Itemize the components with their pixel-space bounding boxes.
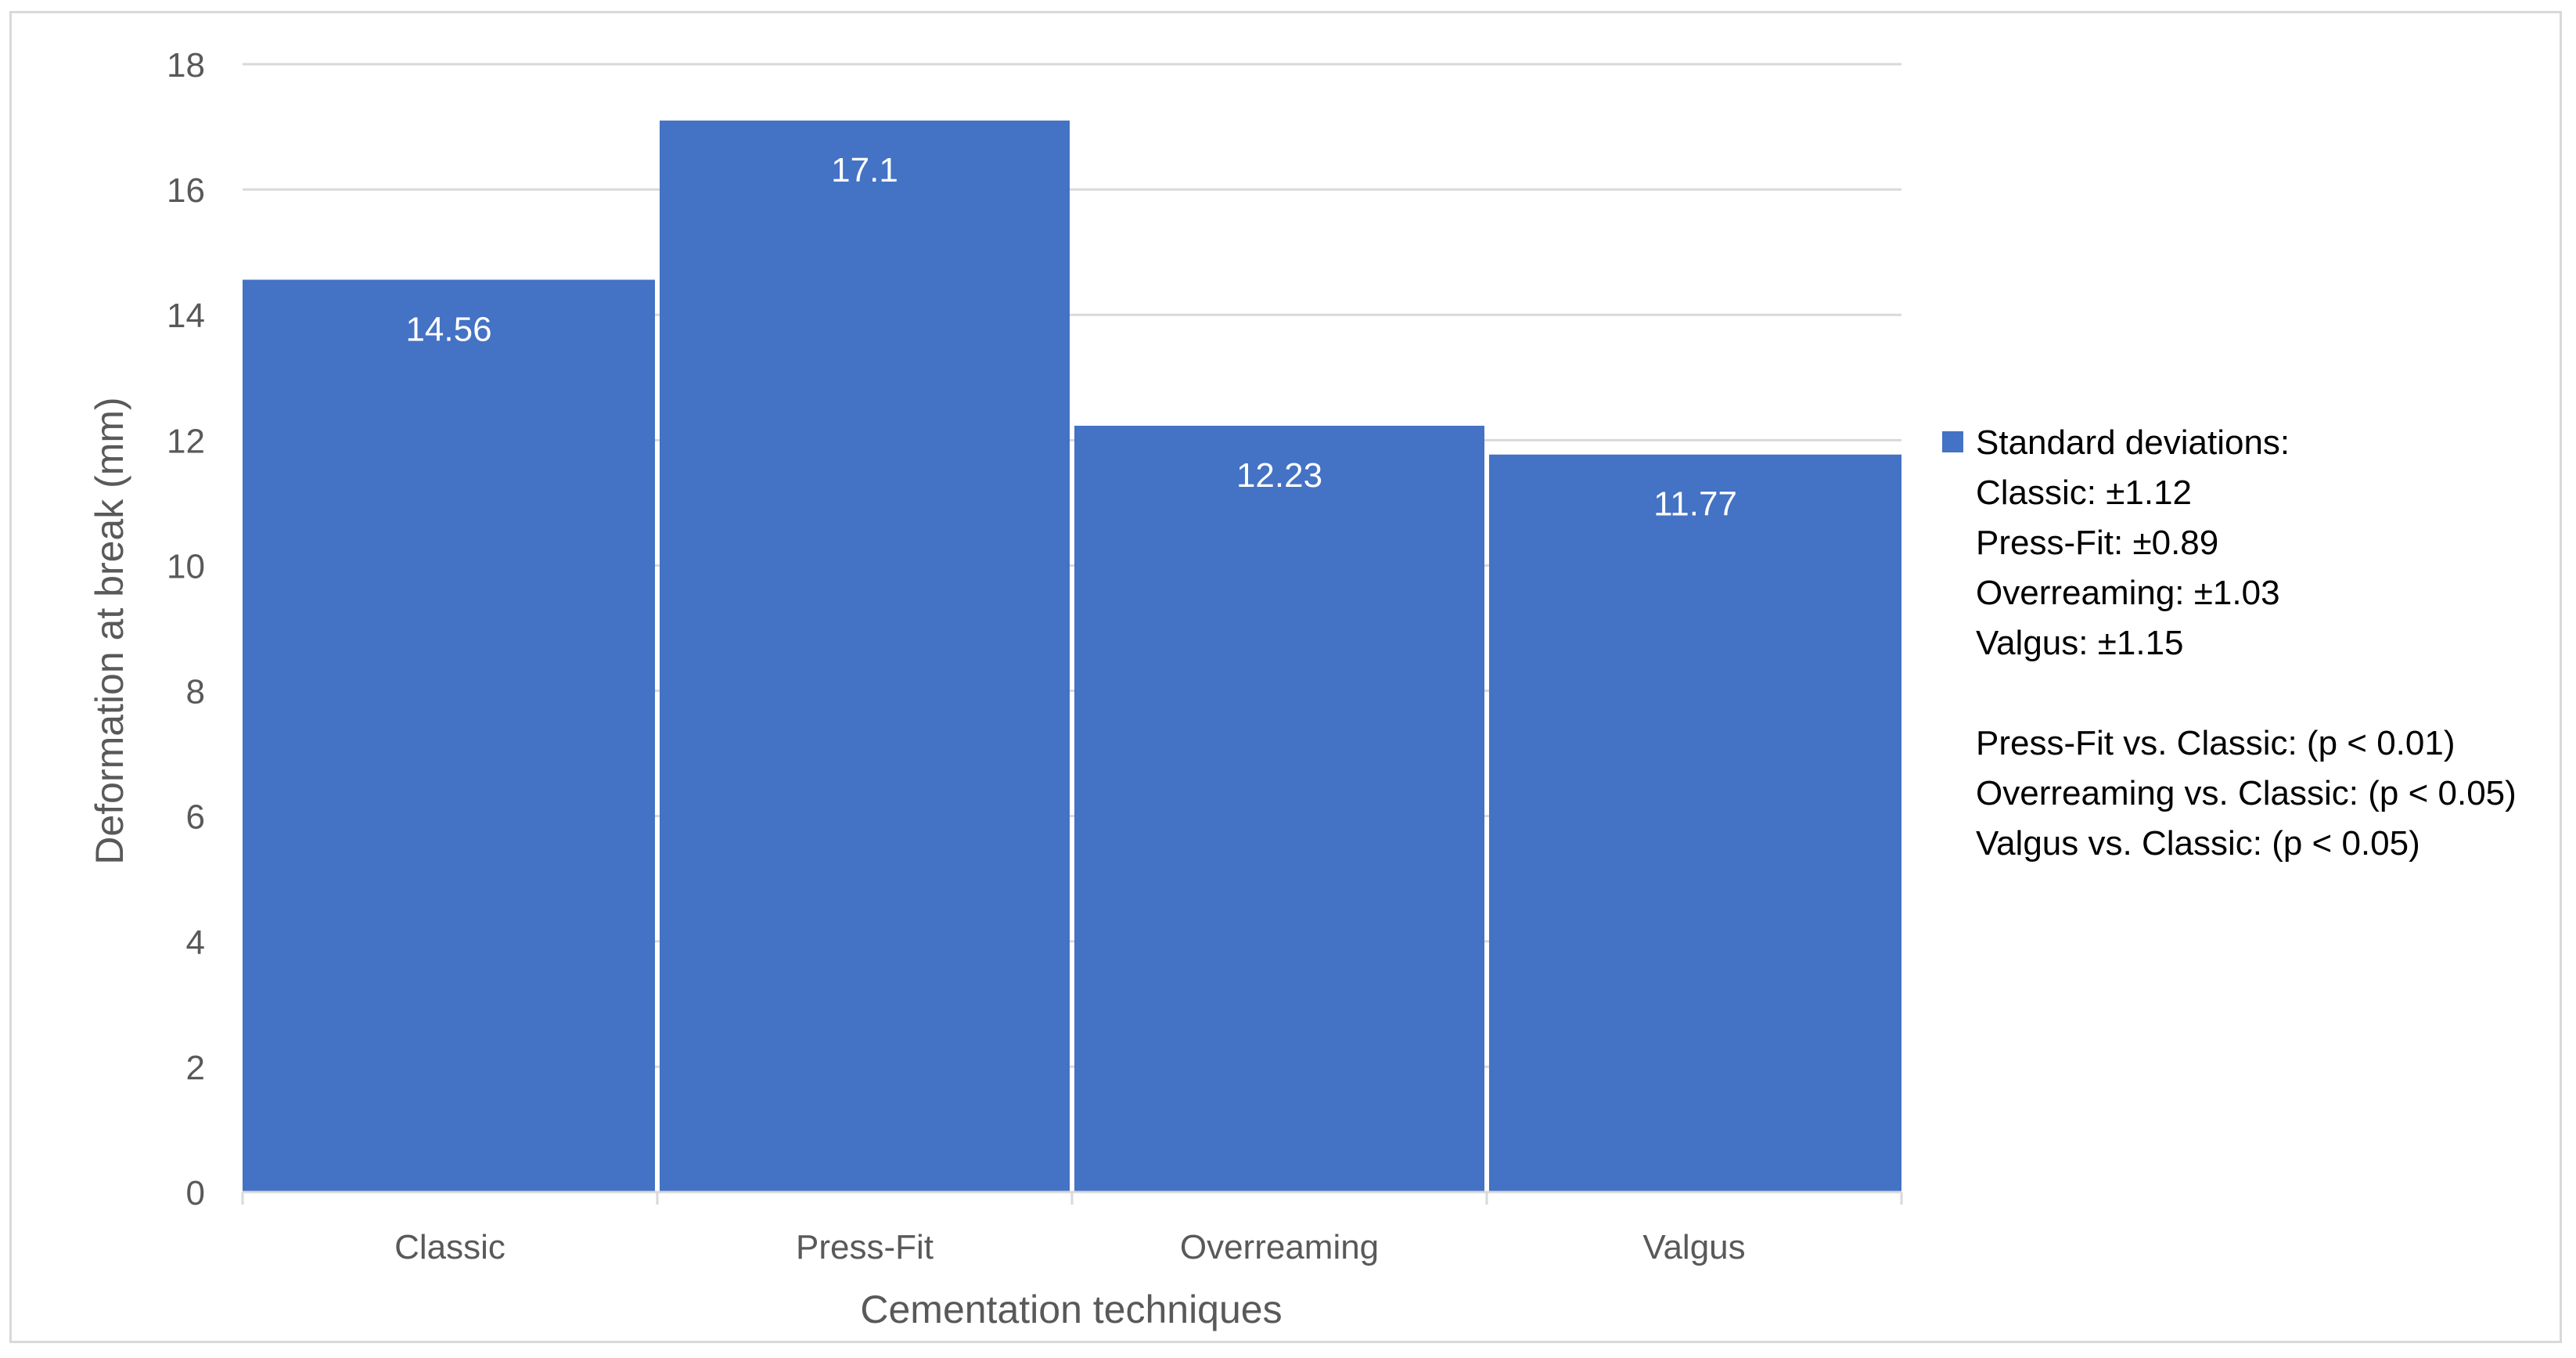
legend-line: Valgus vs. Classic: (p < 0.05) [1976, 824, 2420, 863]
data-label: 17.1 [831, 151, 898, 189]
data-label: 14.56 [405, 310, 491, 348]
x-tick-label: Classic [394, 1228, 505, 1266]
bar-classic [243, 279, 655, 1192]
legend-line: Valgus: ±1.15 [1976, 624, 2184, 662]
legend-series-name: Standard deviations: [1976, 423, 2290, 462]
y-tick-label: 4 [186, 924, 205, 962]
x-tick-label: Overreaming [1180, 1228, 1379, 1266]
axes: 0 2 4 6 8 10 12 14 16 18 Classic Press-Fit Overreami… [167, 46, 1903, 1266]
legend-line: Overreaming vs. Classic: (p < 0.05) [1976, 774, 2517, 812]
legend-line: Press-Fit: ±0.89 [1976, 524, 2218, 562]
legend-swatch [1942, 431, 1963, 452]
legend: Standard deviations: Classic: ±1.12 Press… [1942, 423, 2517, 863]
y-tick-label: 14 [167, 297, 205, 335]
y-tick-label: 16 [167, 171, 205, 210]
bar-press-fit [660, 121, 1070, 1192]
y-tick-label: 10 [167, 547, 205, 585]
y-axis-title: Deformation at break (mm) [88, 397, 131, 864]
x-tick-label: Press-Fit [796, 1228, 934, 1266]
y-tick-label: 18 [167, 46, 205, 85]
data-label: 12.23 [1236, 456, 1322, 495]
y-tick-label: 6 [186, 798, 205, 837]
data-label: 11.77 [1653, 485, 1737, 524]
y-tick-label: 2 [186, 1049, 205, 1087]
y-tick-label: 12 [167, 422, 205, 460]
legend-line: Overreaming: ±1.03 [1976, 574, 2280, 612]
bar-overreaming [1074, 425, 1484, 1192]
legend-line: Classic: ±1.12 [1976, 474, 2192, 512]
y-tick-label: 0 [186, 1174, 205, 1212]
bar-valgus [1489, 454, 1901, 1192]
y-tick-label: 8 [186, 673, 205, 711]
legend-line: Press-Fit vs. Classic: (p < 0.01) [1976, 724, 2455, 762]
x-axis-title: Cementation techniques [860, 1288, 1282, 1331]
x-tick-label: Valgus [1642, 1228, 1745, 1266]
bars: 14.56 17.1 12.23 11.77 [243, 121, 1901, 1192]
